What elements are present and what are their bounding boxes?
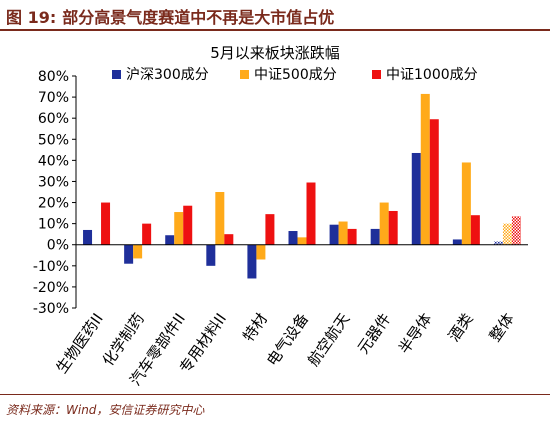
- y-axis: -30% -20% -10% 0% 10% 20% 30% 40% 50% 60% 70% 80%: [33, 69, 77, 317]
- bar: [388, 210, 398, 245]
- y-tick-label: -10%: [33, 259, 69, 275]
- bar: [420, 93, 430, 245]
- y-tick-label: 0%: [47, 238, 69, 254]
- figure-header: 图 19: 部分高景气度赛道中不再是大市值占优: [0, 0, 550, 31]
- bar: [379, 202, 389, 245]
- x-tick-label: 特材: [239, 310, 271, 345]
- bar: [288, 231, 298, 245]
- bars: [83, 93, 521, 279]
- y-tick-label: 50%: [38, 132, 69, 148]
- bar: [247, 244, 257, 279]
- bar: [306, 182, 316, 245]
- y-tick-label: 30%: [38, 174, 69, 190]
- footer-rule: [0, 394, 550, 395]
- bar: [347, 228, 357, 245]
- bar: [215, 192, 225, 245]
- x-tick-label: 整体: [486, 310, 518, 345]
- y-tick-label: 10%: [38, 217, 69, 233]
- bar: [256, 244, 266, 260]
- bar: [493, 241, 503, 245]
- legend-label: 中证500成分: [254, 67, 337, 83]
- bar: [329, 224, 339, 245]
- y-tick-label: 20%: [38, 196, 69, 212]
- bar: [183, 205, 193, 245]
- bar: [411, 152, 421, 245]
- bar: [511, 216, 521, 245]
- x-tick-label: 航空航天: [304, 310, 353, 369]
- bar: [133, 244, 143, 259]
- legend-label: 沪深300成分: [126, 67, 209, 83]
- bar: [101, 202, 111, 245]
- bar: [502, 223, 512, 245]
- figure-label: 图 19:: [6, 8, 57, 27]
- bar: [461, 162, 471, 245]
- bar: [338, 221, 348, 245]
- bar: [174, 212, 184, 245]
- bar: [452, 239, 462, 245]
- bar: [124, 244, 134, 264]
- figure-caption: 图 19: 部分高景气度赛道中不再是大市值占优: [6, 4, 334, 28]
- bar: [470, 215, 480, 245]
- bar: [265, 214, 275, 245]
- legend-swatch: [240, 70, 249, 79]
- legend-label: 中证1000成分: [386, 67, 478, 83]
- bar: [224, 234, 234, 245]
- bar: [142, 223, 152, 245]
- y-tick-label: -20%: [33, 280, 69, 296]
- bar: [429, 119, 439, 245]
- legend-swatch: [112, 70, 121, 79]
- header-rule: [0, 29, 550, 31]
- legend: 沪深300成分 中证500成分 中证1000成分: [112, 67, 478, 83]
- bar: [165, 235, 175, 245]
- y-tick-label: 80%: [38, 69, 69, 85]
- x-tick-label: 生物医药II: [53, 310, 107, 377]
- y-tick-label: 60%: [38, 111, 69, 127]
- x-tick-label: 酒类: [445, 310, 477, 345]
- legend-swatch: [372, 70, 381, 79]
- bar: [370, 228, 380, 245]
- bar: [206, 244, 216, 266]
- bar-chart: 5月以来板块涨跌幅 沪深300成分 中证500成分 中证1000成分 -30% -20…: [33, 44, 528, 389]
- x-tick-label: 元器件: [354, 310, 395, 357]
- x-axis: 生物医药II化学制药汽车零部件II专用材料II 特材电气设备航空航天 元器件 半导体酒…: [53, 244, 528, 389]
- figure-title: 部分高景气度赛道中不再是大市值占优: [62, 8, 335, 27]
- y-tick-label: 40%: [38, 153, 69, 169]
- y-tick-label: -30%: [33, 301, 69, 317]
- chart-title: 5月以来板块涨跌幅: [210, 44, 340, 62]
- source-note: 资料来源：Wind，安信证券研究中心: [6, 403, 205, 417]
- x-tick-label: 半导体: [395, 310, 436, 357]
- bar: [297, 237, 307, 245]
- bar: [83, 229, 93, 245]
- y-tick-label: 70%: [38, 90, 69, 106]
- figure-footer: 资料来源：Wind，安信证券研究中心: [0, 392, 550, 425]
